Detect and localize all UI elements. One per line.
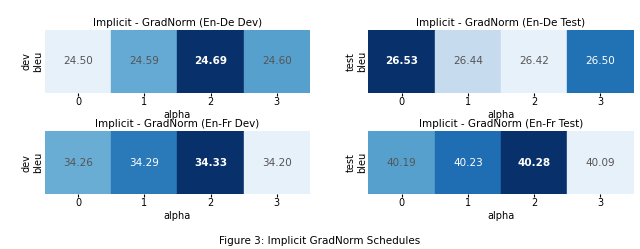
Text: Figure 3: Implicit GradNorm Schedules: Figure 3: Implicit GradNorm Schedules bbox=[220, 236, 420, 246]
Title: Implicit - GradNorm (En-De Dev): Implicit - GradNorm (En-De Dev) bbox=[93, 18, 262, 28]
Bar bbox=[45, 131, 111, 194]
Bar bbox=[45, 30, 111, 93]
Text: 40.28: 40.28 bbox=[518, 158, 550, 168]
Text: 24.60: 24.60 bbox=[262, 57, 292, 66]
Bar bbox=[501, 30, 567, 93]
Bar bbox=[244, 131, 310, 194]
Bar bbox=[501, 131, 567, 194]
Bar bbox=[435, 131, 501, 194]
Bar bbox=[111, 30, 177, 93]
Bar bbox=[177, 131, 244, 194]
Bar bbox=[567, 131, 634, 194]
Title: Implicit - GradNorm (En-Fr Dev): Implicit - GradNorm (En-Fr Dev) bbox=[95, 119, 260, 129]
X-axis label: alpha: alpha bbox=[488, 211, 515, 221]
Bar bbox=[111, 131, 177, 194]
X-axis label: alpha: alpha bbox=[164, 211, 191, 221]
X-axis label: alpha: alpha bbox=[164, 110, 191, 120]
Text: 24.50: 24.50 bbox=[63, 57, 93, 66]
Bar bbox=[369, 30, 435, 93]
Bar bbox=[369, 131, 435, 194]
Text: 34.20: 34.20 bbox=[262, 158, 292, 168]
Text: 26.50: 26.50 bbox=[586, 57, 615, 66]
Text: 34.29: 34.29 bbox=[129, 158, 159, 168]
Title: Implicit - GradNorm (En-Fr Test): Implicit - GradNorm (En-Fr Test) bbox=[419, 119, 583, 129]
X-axis label: alpha: alpha bbox=[488, 110, 515, 120]
Text: 24.59: 24.59 bbox=[129, 57, 159, 66]
Text: 34.26: 34.26 bbox=[63, 158, 93, 168]
Bar bbox=[244, 30, 310, 93]
Bar bbox=[177, 30, 244, 93]
Text: 24.69: 24.69 bbox=[194, 57, 227, 66]
Bar bbox=[435, 30, 501, 93]
Text: 26.42: 26.42 bbox=[519, 57, 549, 66]
Title: Implicit - GradNorm (En-De Test): Implicit - GradNorm (En-De Test) bbox=[417, 18, 586, 28]
Text: 26.53: 26.53 bbox=[385, 57, 418, 66]
Text: 26.44: 26.44 bbox=[453, 57, 483, 66]
Bar bbox=[567, 30, 634, 93]
Text: 40.09: 40.09 bbox=[586, 158, 615, 168]
Text: 34.33: 34.33 bbox=[194, 158, 227, 168]
Text: 40.23: 40.23 bbox=[453, 158, 483, 168]
Text: 40.19: 40.19 bbox=[387, 158, 417, 168]
